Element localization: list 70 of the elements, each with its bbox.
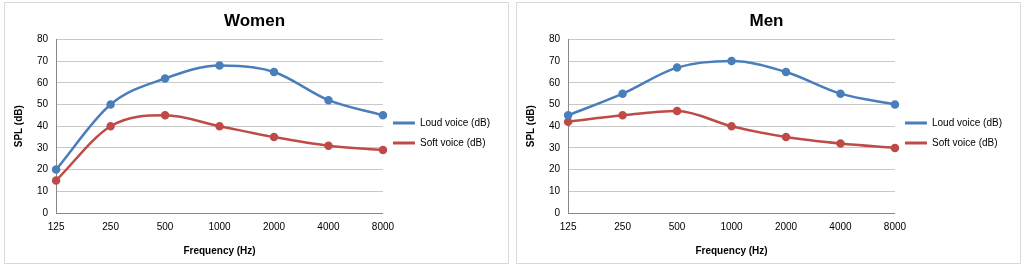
point xyxy=(618,89,627,98)
point xyxy=(890,143,900,153)
y-tick-label: 70 xyxy=(37,54,49,66)
x-tick-label: 250 xyxy=(614,220,632,232)
point xyxy=(781,67,791,77)
x-tick-label: 4000 xyxy=(317,220,341,232)
y-tick-label: 30 xyxy=(37,141,49,153)
y-tick-label: 10 xyxy=(549,185,561,197)
x-tick-label: 250 xyxy=(102,220,120,232)
point xyxy=(160,111,170,120)
legend-label: Soft voice (dB) xyxy=(931,136,998,148)
y-tick-label: 30 xyxy=(549,141,561,153)
point xyxy=(160,74,170,83)
y-tick-label: 20 xyxy=(549,163,561,175)
x-tick-label: 500 xyxy=(668,220,686,232)
point xyxy=(890,100,900,109)
y-tick-label: 60 xyxy=(37,76,49,88)
x-tick-label: 125 xyxy=(559,220,577,232)
legend-label: Loud voice (dB) xyxy=(931,116,1003,128)
x-axis-title: Frequency (Hz) xyxy=(183,244,256,256)
y-tick-label: 50 xyxy=(37,98,49,110)
x-axis-title: Frequency (Hz) xyxy=(695,244,768,256)
y-tick-label: 0 xyxy=(42,206,49,218)
y-tick-label: 60 xyxy=(549,76,561,88)
point xyxy=(51,176,61,185)
y-tick-label: 10 xyxy=(37,185,49,197)
y-axis-title: SPL (dB) xyxy=(12,105,24,148)
point xyxy=(215,121,224,131)
y-tick-label: 0 xyxy=(554,206,561,218)
point xyxy=(618,111,627,120)
point xyxy=(672,106,682,116)
point xyxy=(727,56,736,66)
point xyxy=(563,117,573,127)
point xyxy=(324,141,333,150)
x-tick-label: 2000 xyxy=(262,220,286,232)
point xyxy=(781,132,791,142)
point xyxy=(836,139,845,148)
point xyxy=(563,111,573,120)
x-tick-label: 8000 xyxy=(883,220,907,232)
point xyxy=(106,121,115,131)
legend-label: Loud voice (dB) xyxy=(419,116,491,128)
point xyxy=(269,132,279,142)
y-tick-label: 40 xyxy=(549,119,561,131)
chart-title: Men xyxy=(749,10,784,30)
y-tick-label: 20 xyxy=(37,163,49,175)
point xyxy=(106,100,115,109)
y-tick-label: 80 xyxy=(549,33,561,45)
y-tick-label: 80 xyxy=(37,33,49,45)
point xyxy=(378,111,388,120)
x-tick-label: 8000 xyxy=(371,220,395,232)
x-tick-label: 4000 xyxy=(829,220,853,232)
y-axis-title: SPL (dB) xyxy=(524,105,536,148)
point xyxy=(51,165,61,174)
x-tick-label: 1000 xyxy=(720,220,744,232)
y-tick-label: 40 xyxy=(37,119,49,131)
legend-label: Soft voice (dB) xyxy=(419,136,486,148)
point xyxy=(836,89,845,98)
x-tick-label: 500 xyxy=(156,220,174,232)
y-tick-label: 50 xyxy=(549,98,561,110)
x-tick-label: 2000 xyxy=(774,220,798,232)
chart-title: Women xyxy=(223,10,286,30)
point xyxy=(269,67,279,77)
point xyxy=(324,95,333,105)
point xyxy=(378,145,388,155)
x-tick-label: 1000 xyxy=(208,220,232,232)
point xyxy=(727,121,736,131)
point xyxy=(215,61,224,70)
y-tick-label: 70 xyxy=(549,54,561,66)
point xyxy=(672,63,682,72)
x-tick-label: 125 xyxy=(47,220,65,232)
